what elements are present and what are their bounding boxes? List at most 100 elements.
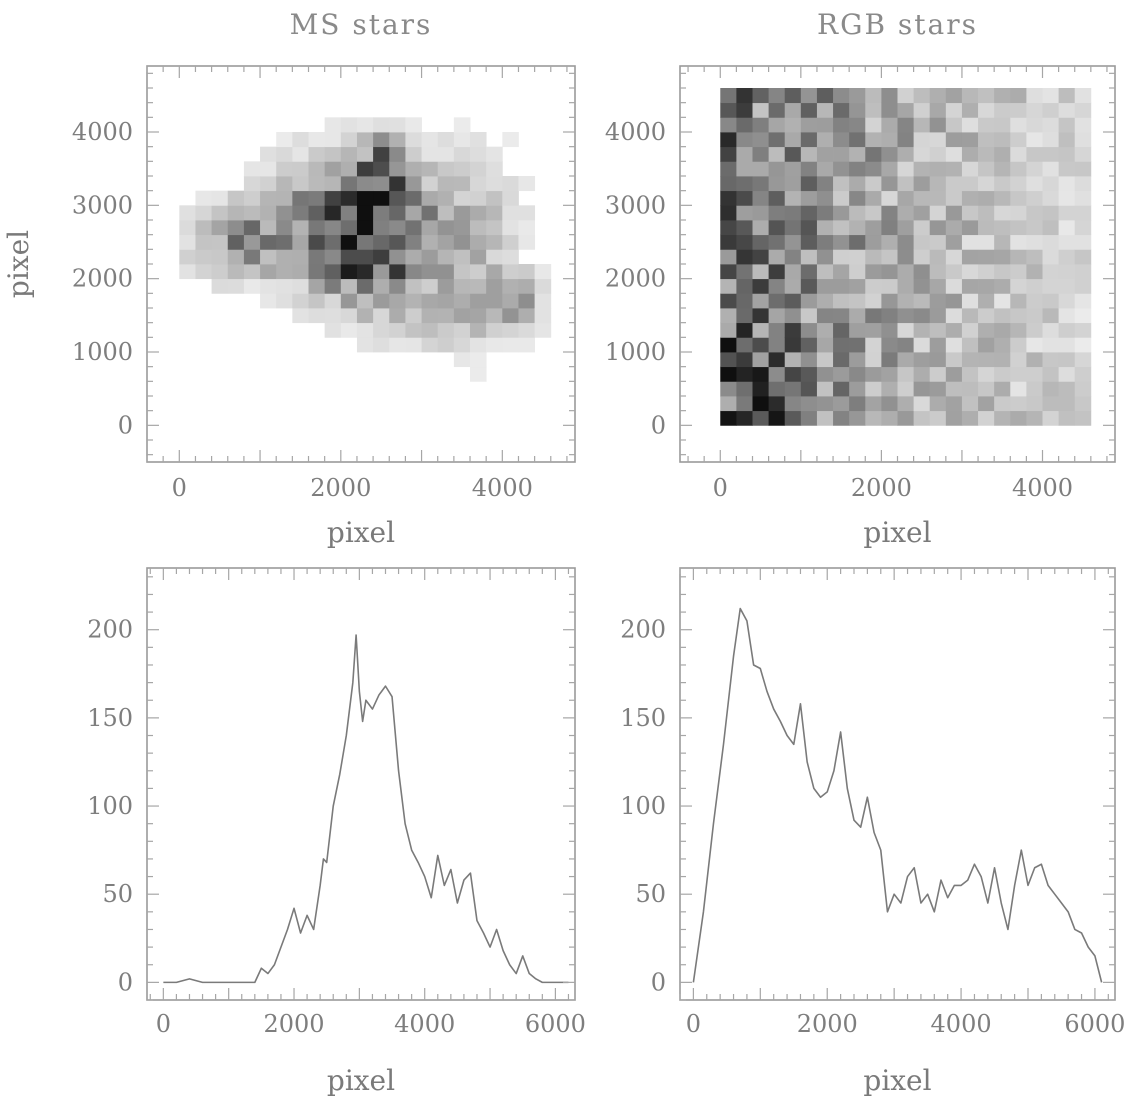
heatmap-cell <box>849 381 866 397</box>
heatmap-cell <box>784 249 802 265</box>
heatmap-cell <box>881 88 898 104</box>
heatmap-cell <box>389 234 406 250</box>
y-tick-label: 2000 <box>605 265 666 293</box>
heatmap-cell <box>978 293 995 309</box>
y-tick-label: 50 <box>635 880 666 908</box>
heatmap-cell <box>800 146 818 162</box>
heatmap-cell <box>292 249 309 265</box>
heatmap-cell <box>865 366 882 382</box>
heatmap-cell <box>260 146 277 162</box>
heatmap-cell <box>1058 190 1076 206</box>
heatmap-cell <box>978 410 995 426</box>
heatmap-cell <box>308 132 326 148</box>
heatmap-cell <box>736 293 753 309</box>
heatmap-cell <box>720 293 737 309</box>
heatmap-cell <box>453 132 471 148</box>
heatmap-cell <box>978 396 995 412</box>
heatmap-cell <box>1074 146 1092 162</box>
y-tick-label: 150 <box>620 704 666 732</box>
heatmap-cell <box>308 161 326 177</box>
heatmap-cell <box>768 308 786 324</box>
heatmap-cell <box>1042 278 1060 294</box>
heatmap-cell <box>260 220 277 236</box>
heatmap-cell <box>994 220 1011 236</box>
heatmap-cell <box>752 352 770 368</box>
heatmap-cell <box>421 264 439 280</box>
heatmap-cell <box>752 366 770 382</box>
heatmap-cell <box>1042 176 1060 192</box>
heatmap-cell <box>389 190 406 206</box>
heatmap-cell <box>227 234 245 250</box>
heatmap-cell <box>324 322 342 338</box>
heatmap-cell <box>736 117 753 133</box>
heatmap-cell <box>945 205 963 221</box>
heatmap-cell <box>486 234 503 250</box>
heatmap-cell <box>1010 132 1027 148</box>
heatmap-cell <box>502 322 519 338</box>
heatmap-cell <box>833 366 850 382</box>
heatmap-cell <box>752 190 770 206</box>
heatmap-cell <box>816 205 834 221</box>
heatmap-cell <box>736 352 753 368</box>
heatmap-cell <box>260 161 277 177</box>
heatmap-cell <box>518 322 536 338</box>
heatmap-cell <box>470 278 487 294</box>
heatmap-cell <box>211 205 229 221</box>
heatmap-cell <box>720 205 737 221</box>
heatmap-cell <box>373 161 390 177</box>
heatmap-cell <box>453 146 471 162</box>
heatmap-cell <box>736 220 753 236</box>
heatmap-cell <box>292 264 309 280</box>
heatmap-cell <box>816 146 834 162</box>
heatmap-cell <box>752 146 770 162</box>
heatmap-cell <box>961 308 979 324</box>
heatmap-cell <box>324 249 342 265</box>
heatmap-cell <box>1026 396 1043 412</box>
heatmap-cell <box>405 322 422 338</box>
heatmap-cell <box>784 308 802 324</box>
heatmap-cell <box>768 146 786 162</box>
heatmap-cell <box>437 205 455 221</box>
heatmap-cell <box>945 102 963 118</box>
heatmap-cell <box>518 293 536 309</box>
heatmap-cell <box>784 176 802 192</box>
heatmap-cell <box>389 337 406 353</box>
heatmap-cell <box>453 249 471 265</box>
heatmap-cell <box>1010 249 1027 265</box>
heatmap-cell <box>389 146 406 162</box>
heatmap-cell <box>913 220 931 236</box>
heatmap-cell <box>816 366 834 382</box>
heatmap-cell <box>276 205 293 221</box>
heatmap-cell <box>881 352 898 368</box>
heatmap-cell <box>913 102 931 118</box>
heatmap-cell <box>881 264 898 280</box>
heatmap-cell <box>720 264 737 280</box>
heatmap-cell <box>945 410 963 426</box>
heatmap-cell <box>421 176 439 192</box>
heatmap-cell <box>736 88 753 104</box>
heatmap-cell <box>405 117 422 133</box>
heatmap-cell <box>1058 146 1076 162</box>
heatmap-cell <box>437 146 455 162</box>
heatmap-cell <box>881 234 898 250</box>
heatmap-cell <box>340 205 358 221</box>
heatmap-cell <box>800 102 818 118</box>
y-tick-label: 3000 <box>605 191 666 219</box>
heatmap-cell <box>945 396 963 412</box>
heatmap-cell <box>437 337 455 353</box>
heatmap-cell <box>897 102 915 118</box>
heatmap-cell <box>340 322 358 338</box>
heatmap-cell <box>833 117 850 133</box>
x-tick-label: 4000 <box>472 474 533 502</box>
heatmap-cell <box>913 205 931 221</box>
heatmap-cell <box>486 220 503 236</box>
heatmap-cell <box>736 205 753 221</box>
heatmap-cell <box>978 381 995 397</box>
heatmap-cell <box>897 366 915 382</box>
heatmap-cells <box>720 88 1092 426</box>
heatmap-cell <box>865 132 882 148</box>
heatmap-cell <box>453 190 471 206</box>
heatmap-cell <box>276 190 293 206</box>
heatmap-cell <box>768 396 786 412</box>
x-tick-label: 2000 <box>310 474 371 502</box>
